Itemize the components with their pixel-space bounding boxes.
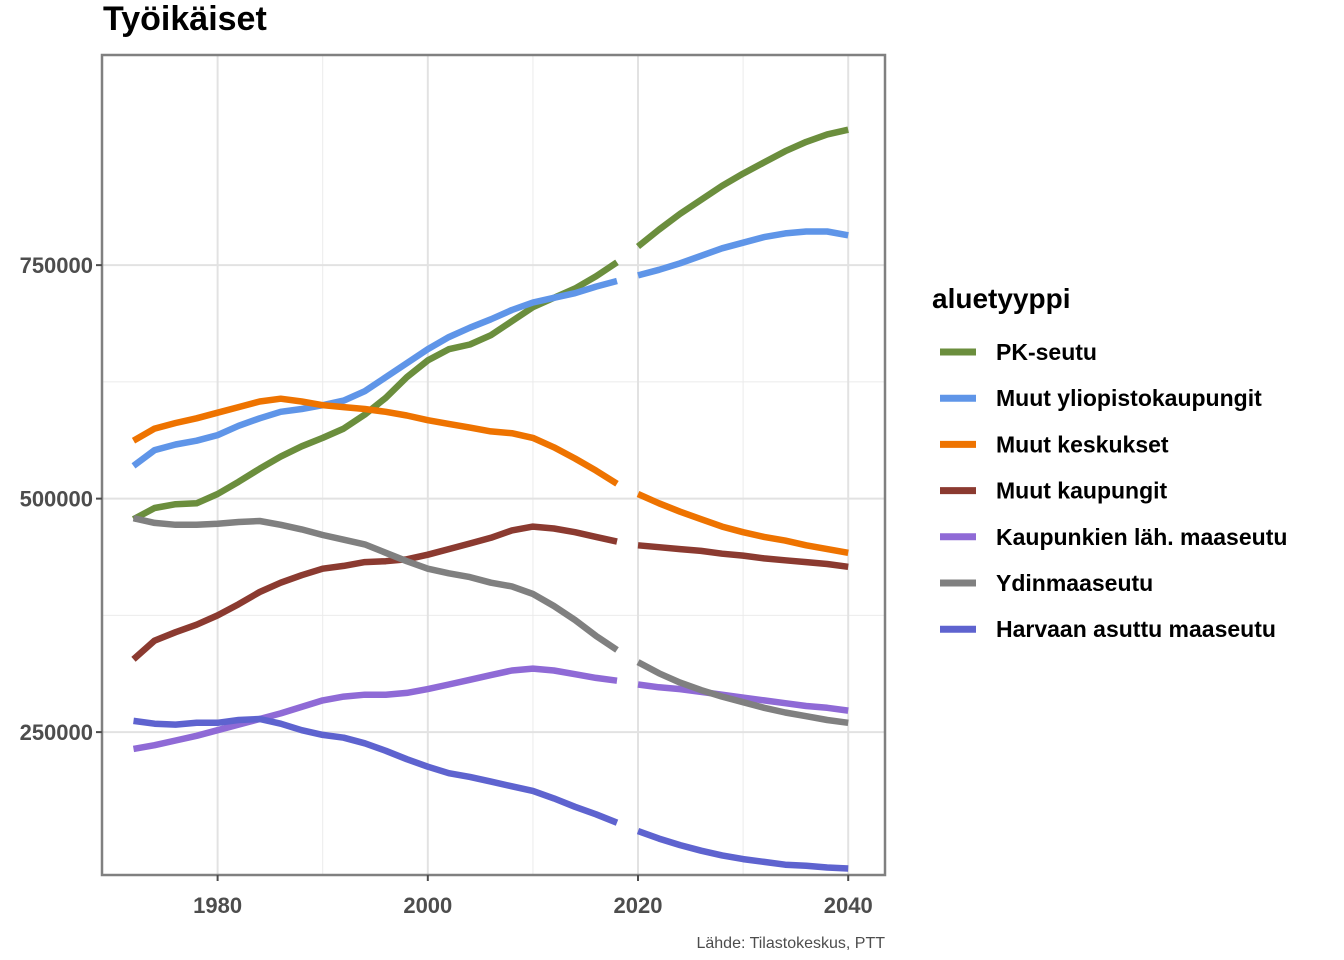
series-line-0 [131, 259, 619, 523]
series-line-1 [131, 277, 618, 469]
chart-title: Työikäiset [103, 0, 267, 38]
series-line-6 [133, 715, 619, 826]
y-tick-label-1: 500000 [20, 487, 93, 512]
x-tick-label-0: 1980 [193, 893, 242, 918]
x-axis: 1980 2000 2020 2040 [193, 875, 873, 918]
series-lines [131, 126, 849, 872]
legend-label-1: Muut yliopistokaupungit [996, 385, 1262, 411]
y-axis: 250000 500000 750000 [20, 253, 102, 745]
chart-caption: Lähde: Tilastokeskus, PTT [696, 935, 885, 952]
series-line-3 [131, 523, 618, 662]
series-projection-4 [637, 681, 849, 714]
legend-label-4: Kaupunkien läh. maaseutu [996, 524, 1287, 550]
legend-title: aluetyyppi [932, 283, 1070, 314]
series-line-4 [132, 665, 618, 753]
legend-label-2: Muut keskukset [996, 431, 1169, 457]
legend: PK-seutu Muut yliopistokaupungit Muut kesk… [940, 339, 1287, 642]
plot-panel [102, 55, 885, 875]
series-projection-3 [637, 542, 849, 571]
series-projection-0 [635, 126, 849, 250]
series-projection-5 [636, 659, 849, 727]
legend-label-3: Muut kaupungit [996, 478, 1168, 504]
series-line-5 [132, 515, 619, 653]
x-tick-label-2: 2020 [614, 893, 663, 918]
series-projection-6 [636, 828, 849, 872]
series-line-2 [131, 395, 619, 487]
plot-border [100, 53, 887, 877]
series-projection-2 [636, 491, 849, 557]
x-tick-label-3: 2040 [824, 893, 873, 918]
y-tick-label-0: 250000 [20, 720, 93, 745]
x-tick-label-1: 2000 [403, 893, 452, 918]
legend-label-0: PK-seutu [996, 339, 1097, 365]
legend-label-5: Ydinmaaseutu [996, 570, 1153, 596]
series-projection-1 [637, 228, 849, 279]
grid-lines [102, 55, 885, 875]
legend-label-6: Harvaan asuttu maaseutu [996, 616, 1276, 642]
y-tick-label-2: 750000 [20, 253, 93, 278]
